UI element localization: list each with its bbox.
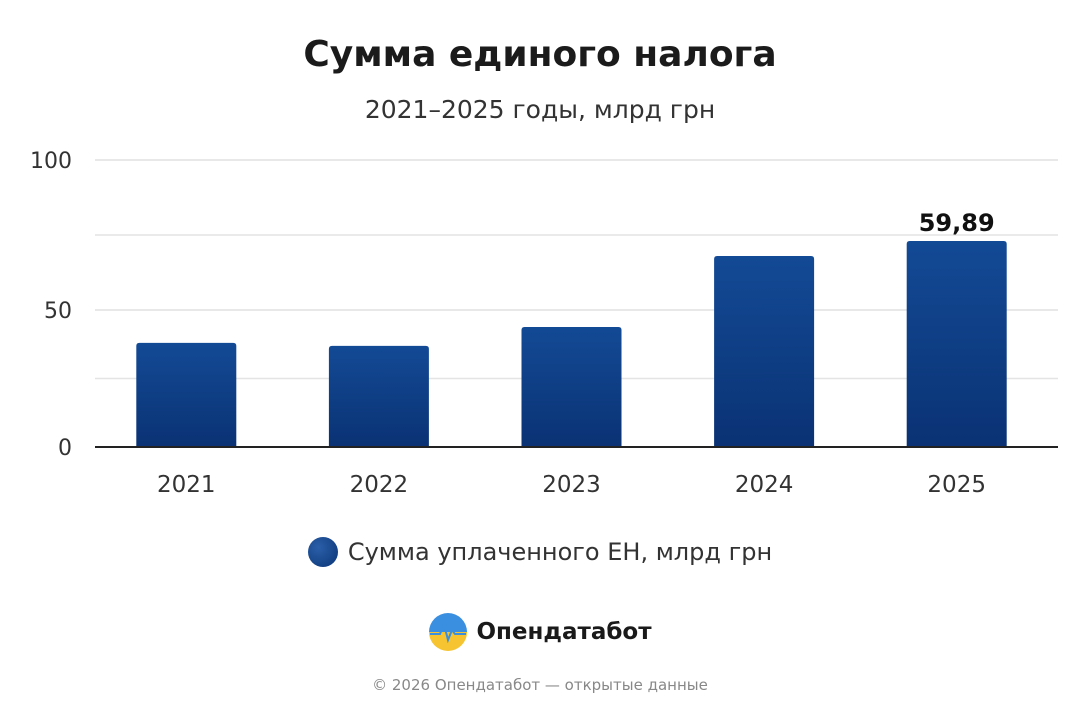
footer-copyright: © 2026 Опендатабот — открытые данные	[372, 676, 708, 694]
bar-2025	[906, 241, 1007, 447]
x-tick-label: 2024	[735, 472, 794, 498]
bar-chart: 0 50 100 2021 2022 2023 2024 2025 59,89	[30, 149, 1058, 498]
x-tick-label: 2023	[542, 472, 601, 498]
x-tick-label: 2025	[927, 472, 986, 498]
brand: Опендатабот	[0, 612, 1080, 652]
x-tick-label: 2022	[350, 472, 409, 498]
brand-name: Опендатабот	[476, 619, 652, 645]
y-tick-label: 50	[44, 299, 72, 324]
chart-subtitle: 2021–2025 годы, млрд грн	[364, 95, 716, 124]
opendatabot-logo-icon	[429, 613, 468, 651]
data-label: 59,89	[919, 209, 995, 237]
legend-swatch	[307, 537, 338, 567]
y-tick-label: 100	[30, 149, 72, 174]
bar-2024	[714, 256, 815, 447]
chart-title: Сумма единого налога	[303, 34, 777, 75]
bar-2023	[521, 326, 622, 447]
y-tick-label: 0	[58, 436, 72, 461]
legend-label: Сумма уплаченного ЕН, млрд грн	[347, 538, 773, 566]
bar-2022	[328, 345, 429, 447]
legend: Сумма уплаченного ЕН, млрд грн	[0, 537, 1080, 567]
x-tick-label: 2021	[157, 472, 216, 498]
bar-2021	[136, 342, 237, 447]
